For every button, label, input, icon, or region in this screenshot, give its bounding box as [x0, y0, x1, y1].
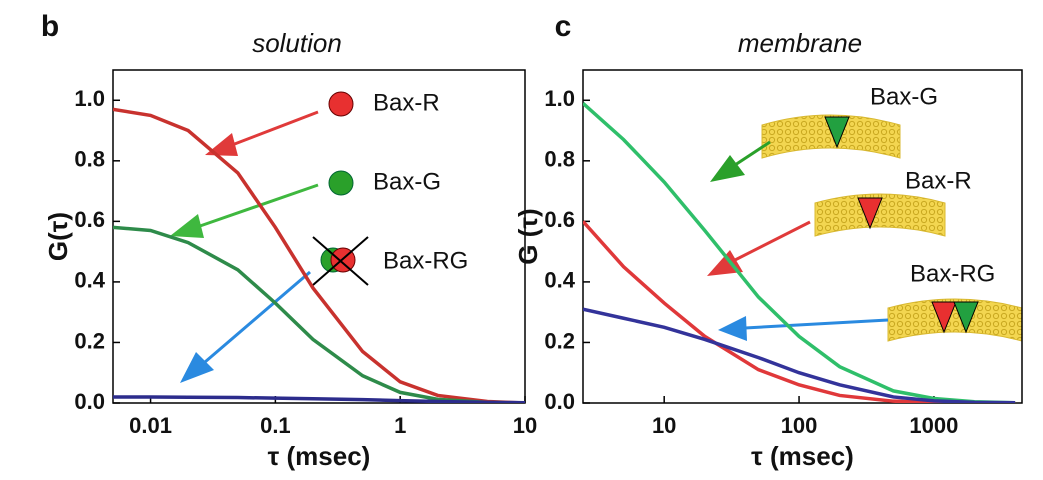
- y-tick-label: 1.0: [74, 86, 105, 111]
- x-tick-label: 100: [781, 413, 818, 438]
- series-line: [583, 101, 1016, 403]
- y-tick-label: 0.8: [544, 147, 575, 172]
- x-tick-label: 10: [652, 413, 676, 438]
- x-tick-label: 1: [394, 413, 406, 438]
- panel-label: b: [41, 10, 59, 43]
- y-tick-label: 0.6: [74, 207, 105, 232]
- x-axis-label: τ (msec): [751, 441, 854, 471]
- y-axis-label: G (τ): [513, 208, 543, 264]
- legend-label: Bax-R: [373, 89, 440, 116]
- curves: [113, 107, 525, 403]
- y-tick-label: 1.0: [544, 86, 575, 111]
- x-tick-label: 0.1: [260, 413, 291, 438]
- x-tick-label: 10: [513, 413, 537, 438]
- y-tick-label: 0.4: [74, 268, 105, 293]
- y-tick-label: 0.4: [544, 268, 575, 293]
- x-tick-label: 0.01: [129, 413, 172, 438]
- chart-title: solution: [252, 28, 342, 58]
- legend-label: Bax-G: [870, 83, 938, 110]
- series-line: [113, 107, 525, 403]
- plot-frame: [582, 69, 1023, 404]
- x-tick-label: 1000: [909, 413, 958, 438]
- y-tick-label: 0.2: [544, 328, 575, 353]
- legend-label: Bax-G: [373, 168, 441, 195]
- chart-title: membrane: [738, 28, 862, 58]
- curves: [583, 101, 1016, 403]
- y-tick-label: 0.6: [544, 207, 575, 232]
- y-tick-label: 0.0: [74, 389, 105, 414]
- legend-label: Bax-RG: [910, 260, 995, 287]
- y-tick-label: 0.0: [544, 389, 575, 414]
- plot-frame: [112, 69, 526, 404]
- legend-label: Bax-RG: [383, 247, 468, 274]
- x-axis-label: τ (msec): [268, 441, 371, 471]
- series-line: [113, 395, 525, 403]
- legend-label: Bax-R: [905, 167, 972, 194]
- decorations: [170, 91, 1023, 383]
- y-tick-label: 0.8: [74, 147, 105, 172]
- y-axis-label: G(τ): [43, 212, 73, 261]
- y-tick-label: 0.2: [74, 328, 105, 353]
- panel-label: c: [555, 10, 572, 43]
- series-line: [583, 307, 1016, 403]
